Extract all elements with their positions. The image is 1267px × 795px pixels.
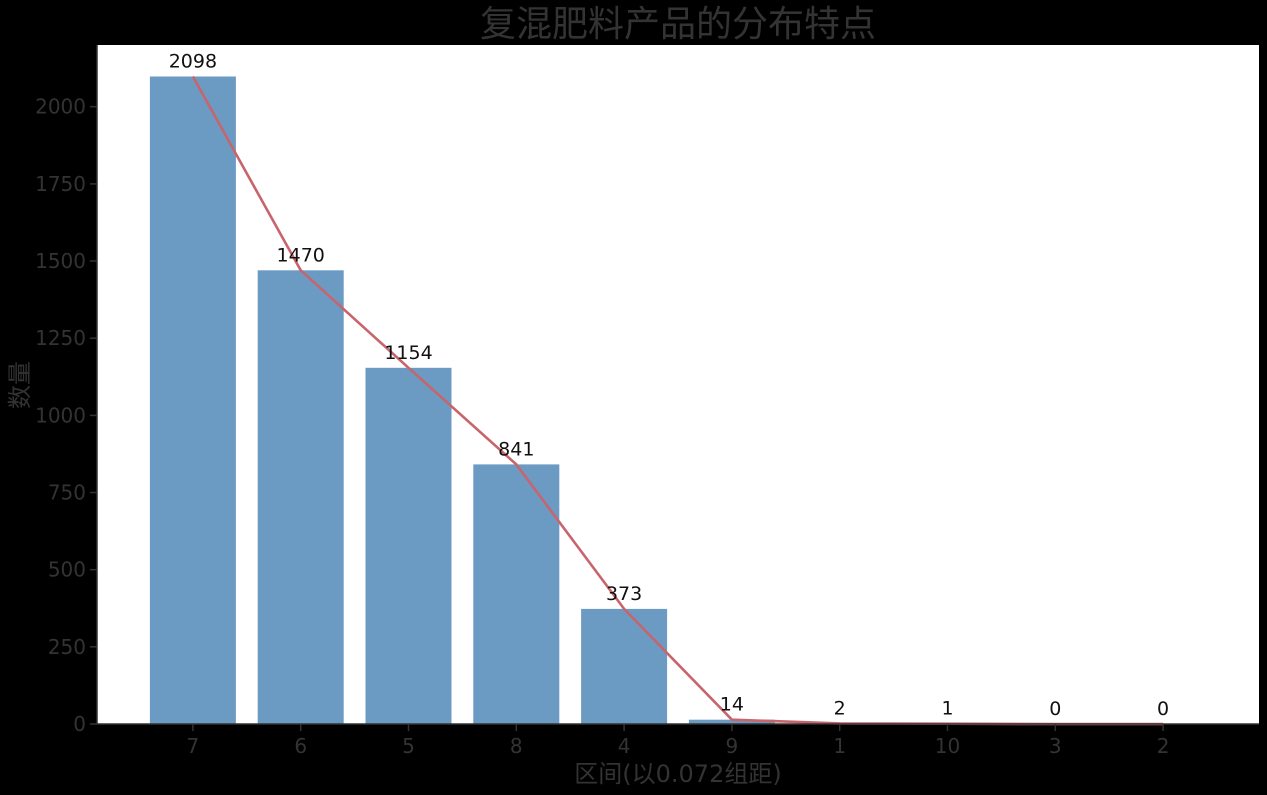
x-tick-label-5: 5 <box>402 734 415 758</box>
data-label-6: 1470 <box>277 244 325 266</box>
y-tick-label-2000: 2000 <box>35 95 86 119</box>
y-tick-label-500: 500 <box>48 558 86 582</box>
bar-9 <box>688 719 775 724</box>
x-tick-label-6: 6 <box>294 734 307 758</box>
data-label-7: 2098 <box>169 51 217 73</box>
data-label-9: 14 <box>720 694 744 716</box>
y-axis-label: 数量 <box>6 361 34 409</box>
x-tick-label-9: 9 <box>726 734 739 758</box>
x-ticks: 7 6 5 8 4 9 1 10 3 2 <box>187 724 1170 758</box>
data-label-2: 0 <box>1157 698 1169 720</box>
chart-title: 复混肥料产品的分布特点 <box>480 4 876 45</box>
bar-4 <box>581 608 668 724</box>
bar-5 <box>365 367 452 724</box>
bars <box>149 76 991 724</box>
bar-7 <box>149 76 236 724</box>
bar-8 <box>473 464 560 724</box>
data-labels: 2098 1470 1154 841 373 14 2 1 0 0 <box>169 51 1169 721</box>
bar-6 <box>257 270 344 724</box>
x-tick-label-10: 10 <box>935 734 960 758</box>
data-label-8: 841 <box>498 438 534 460</box>
x-tick-label-4: 4 <box>618 734 631 758</box>
y-tick-label-1250: 1250 <box>35 326 86 350</box>
y-ticks: 0 250 500 750 1000 1250 1500 1750 2000 <box>35 95 97 736</box>
axes <box>96 45 1259 725</box>
x-tick-label-7: 7 <box>187 734 200 758</box>
x-tick-label-8: 8 <box>510 734 523 758</box>
y-tick-label-750: 750 <box>48 481 86 505</box>
y-tick-label-1000: 1000 <box>35 403 86 427</box>
y-tick-label-250: 250 <box>48 635 86 659</box>
x-axis-label: 区间(以0.072组距) <box>574 760 781 788</box>
x-tick-label-3: 3 <box>1049 734 1062 758</box>
x-tick-label-1: 1 <box>833 734 846 758</box>
data-label-4: 373 <box>606 583 642 605</box>
data-label-5: 1154 <box>384 342 432 364</box>
y-tick-label-0: 0 <box>73 712 86 736</box>
data-label-3: 0 <box>1049 698 1061 720</box>
data-label-10: 1 <box>941 698 953 720</box>
x-tick-label-2: 2 <box>1157 734 1170 758</box>
y-tick-label-1750: 1750 <box>35 172 86 196</box>
y-tick-label-1500: 1500 <box>35 249 86 273</box>
data-label-1: 2 <box>834 697 846 719</box>
